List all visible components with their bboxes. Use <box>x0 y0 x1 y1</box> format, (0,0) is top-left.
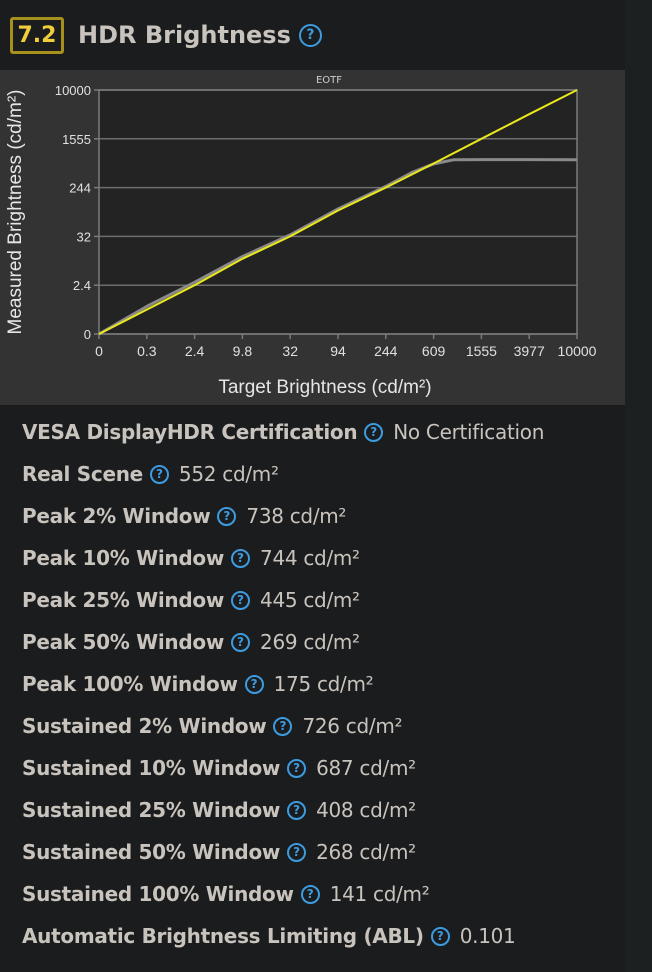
question-circle-icon[interactable]: ? <box>364 422 384 442</box>
question-circle-icon[interactable]: ? <box>231 548 251 568</box>
question-circle-icon[interactable]: ? <box>231 590 251 610</box>
spec-label: Automatic Brightness Limiting (ABL) <box>22 924 424 948</box>
eotf-chart: EOTF 0 2.4 32 244 1555 10000 0 0.3 2.4 9.8 32 94 24… <box>0 70 625 405</box>
y-tick-label: 244 <box>69 181 91 196</box>
x-tick-label: 3977 <box>514 343 545 359</box>
x-tick-label: 244 <box>374 343 398 359</box>
spec-value: 726 cd/m² <box>302 714 403 738</box>
target-eotf-line <box>98 89 578 335</box>
y-tick-label: 1555 <box>62 132 91 147</box>
spec-value: 408 cd/m² <box>316 798 416 822</box>
spec-row: Sustained 10% Window? 687 cd/m² <box>22 747 544 789</box>
spec-value: No Certification <box>393 420 545 444</box>
spec-row: Sustained 2% Window? 726 cd/m² <box>22 705 544 747</box>
spec-value: 141 cd/m² <box>329 882 430 906</box>
spec-row: Real Scene? 552 cd/m² <box>22 453 544 495</box>
spec-value: 687 cd/m² <box>316 756 416 780</box>
y-tick-label: 32 <box>77 229 91 244</box>
spec-value: 0.101 <box>459 924 516 948</box>
y-tick-label: 2.4 <box>73 278 91 293</box>
spec-label: Sustained 10% Window <box>22 756 281 780</box>
question-circle-icon[interactable]: ? <box>273 716 293 736</box>
x-axis-label: Target Brightness (cd/m²) <box>218 377 431 398</box>
x-axis-ticks: 0 0.3 2.4 9.8 32 94 244 609 1555 3977 10000 <box>95 334 597 359</box>
spec-value: 552 cd/m² <box>178 462 279 486</box>
spec-label: VESA DisplayHDR Certification <box>22 420 358 444</box>
x-tick-label: 1555 <box>466 343 497 359</box>
spec-list: VESA DisplayHDR Certification? No Certifi… <box>22 411 544 957</box>
spec-row: Peak 2% Window? 738 cd/m² <box>22 495 544 537</box>
spec-row: Peak 10% Window? 744 cd/m² <box>22 537 544 579</box>
eotf-chart-svg: EOTF 0 2.4 32 244 1555 10000 0 0.3 2.4 9.8 32 94 24… <box>5 75 597 398</box>
spec-label: Sustained 2% Window <box>22 714 267 738</box>
question-circle-icon[interactable]: ? <box>298 23 322 47</box>
spec-label: Peak 100% Window <box>22 672 238 696</box>
spec-label: Real Scene <box>22 462 143 486</box>
x-tick-label: 2.4 <box>185 343 205 359</box>
y-axis-ticks: 0 2.4 32 244 1555 10000 <box>55 83 99 342</box>
spec-row: Sustained 50% Window? 268 cd/m² <box>22 831 544 873</box>
spec-value: 738 cd/m² <box>246 504 347 528</box>
spec-row: Peak 50% Window? 269 cd/m² <box>22 621 544 663</box>
right-gutter <box>625 0 652 972</box>
spec-label: Peak 2% Window <box>22 504 211 528</box>
question-circle-icon[interactable]: ? <box>287 758 307 778</box>
question-circle-icon[interactable]: ? <box>287 800 307 820</box>
question-circle-icon[interactable]: ? <box>300 884 320 904</box>
spec-value: 445 cd/m² <box>260 588 360 612</box>
spec-value: 175 cd/m² <box>273 672 374 696</box>
x-tick-label: 32 <box>282 343 298 359</box>
spec-label: Sustained 100% Window <box>22 882 294 906</box>
question-circle-icon[interactable]: ? <box>217 506 237 526</box>
section-header: 7.2 HDR Brightness ? <box>10 16 322 54</box>
spec-label: Peak 10% Window <box>22 546 225 570</box>
spec-label: Sustained 25% Window <box>22 798 281 822</box>
spec-row: Sustained 100% Window? 141 cd/m² <box>22 873 544 915</box>
measured-eotf-line <box>98 158 578 336</box>
spec-row: VESA DisplayHDR Certification? No Certifi… <box>22 411 544 453</box>
x-tick-label: 94 <box>330 343 346 359</box>
x-tick-label: 10000 <box>558 343 597 359</box>
spec-value: 269 cd/m² <box>260 630 360 654</box>
spec-value: 268 cd/m² <box>316 840 416 864</box>
section-title: HDR Brightness <box>78 21 291 49</box>
x-tick-label: 9.8 <box>233 343 253 359</box>
spec-value: 744 cd/m² <box>260 546 360 570</box>
question-circle-icon[interactable]: ? <box>287 842 307 862</box>
x-tick-label: 0 <box>95 343 103 359</box>
spec-label: Peak 25% Window <box>22 588 225 612</box>
question-circle-icon[interactable]: ? <box>430 926 450 946</box>
x-tick-label: 609 <box>422 343 446 359</box>
spec-row: Peak 100% Window? 175 cd/m² <box>22 663 544 705</box>
y-axis-label: Measured Brightness (cd/m²) <box>5 90 26 335</box>
spec-row: Sustained 25% Window? 408 cd/m² <box>22 789 544 831</box>
score-badge: 7.2 <box>10 16 64 54</box>
y-tick-label: 10000 <box>55 83 91 98</box>
question-circle-icon[interactable]: ? <box>244 674 264 694</box>
spec-label: Peak 50% Window <box>22 630 225 654</box>
spec-row: Peak 25% Window? 445 cd/m² <box>22 579 544 621</box>
spec-label: Sustained 50% Window <box>22 840 281 864</box>
question-circle-icon[interactable]: ? <box>149 464 169 484</box>
chart-title: EOTF <box>316 75 342 86</box>
question-circle-icon[interactable]: ? <box>231 632 251 652</box>
x-tick-label: 0.3 <box>137 343 157 359</box>
y-tick-label: 0 <box>84 327 91 342</box>
spec-row: Automatic Brightness Limiting (ABL)? 0.10… <box>22 915 544 957</box>
